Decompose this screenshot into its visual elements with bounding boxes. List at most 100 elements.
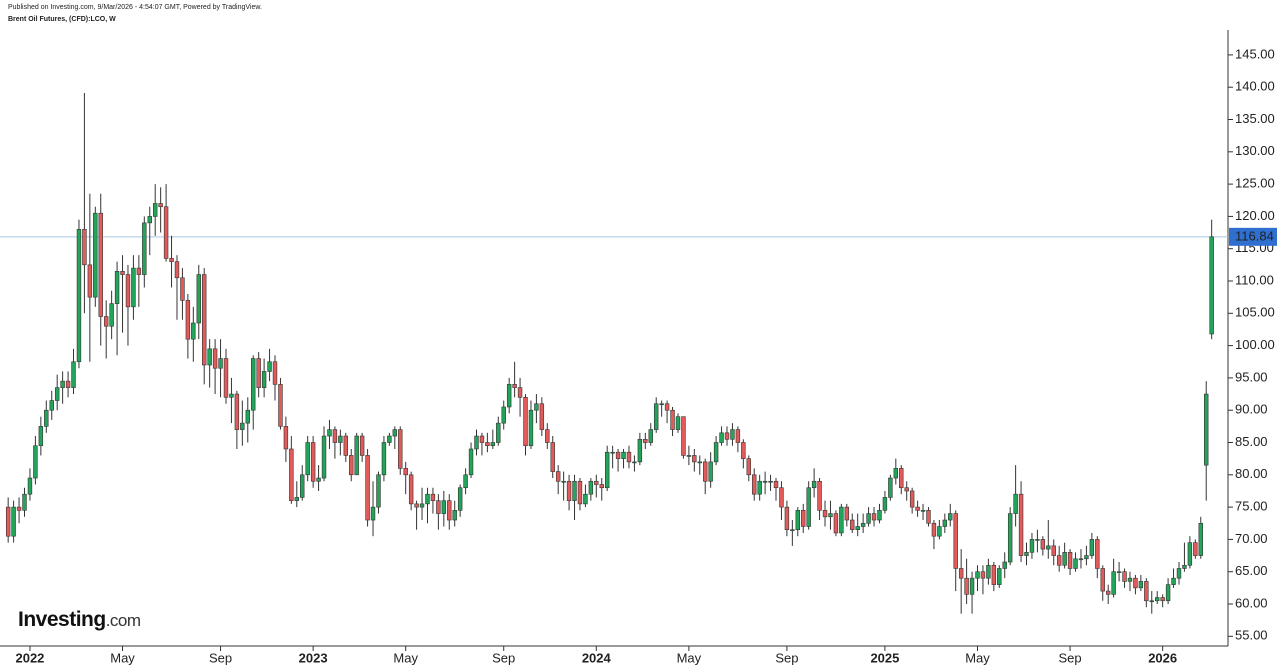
candle-body [1035,539,1040,541]
candle-body [893,468,899,479]
candle-body [1024,552,1029,556]
candle-body [757,480,762,495]
candle-body [261,371,267,388]
candle-body [1111,571,1116,595]
candle-body [65,380,71,388]
candle-body [708,461,713,482]
y-tick-label: 130.00 [1235,143,1275,158]
candle-body [474,435,479,450]
candle-body [506,384,512,408]
candle-body [441,500,447,514]
candle-body [294,497,299,501]
candle-body [795,510,800,531]
candle-body [648,429,653,443]
candle-body [790,529,795,532]
candle-body [1165,584,1171,602]
candle-body [103,316,109,327]
candle-body [523,396,528,447]
candle-body [71,361,76,388]
candle-body [267,361,272,372]
candle-body [1182,564,1187,569]
candle-body [735,429,741,443]
candle-body [27,477,33,495]
candle-body [1116,571,1122,574]
candle-body [218,358,223,369]
candle-body [937,526,942,537]
candle-body [1002,561,1007,569]
candle-body [594,480,599,485]
candle-body [300,474,305,498]
candle-body [784,506,790,531]
candle-body [888,477,893,498]
candle-body [163,206,169,259]
candle-body [131,267,136,308]
candle-body [496,422,501,443]
candle-body [82,229,87,266]
candle-body [452,510,457,521]
candle-body [931,522,937,537]
candle-body [904,487,909,492]
candle-body [664,403,670,411]
candle-body [1084,555,1089,560]
candle-body [866,513,871,524]
y-tick-label: 125.00 [1235,176,1275,191]
candle-body [114,271,120,304]
candle-body [1127,577,1133,582]
candle-body [272,361,278,385]
candle-body [604,451,610,489]
candle-body [833,513,839,534]
candle-body [1105,590,1111,595]
candle-body [485,442,490,447]
candle-body [44,409,49,427]
candle-body [539,403,545,430]
candle-body [991,564,997,585]
published-note: Published on Investing.com, 9/Mar/2026 -… [8,4,262,11]
candle-body [686,455,692,457]
candle-body [54,387,60,401]
candle-body [762,480,768,483]
candle-body [948,513,953,521]
candle-body [425,493,430,505]
candle-body [316,477,321,482]
candle-body [359,435,365,456]
x-tick-label: Sep [775,650,798,665]
candle-body [1198,522,1203,556]
candle-body [626,451,632,463]
candle-body [1040,539,1046,550]
logo-suffix: .com [105,611,141,630]
candle-body [1155,597,1160,602]
y-tick-label: 65.00 [1235,563,1268,578]
candle-body [806,487,811,527]
candle-body [1171,577,1176,585]
candle-body [1133,577,1138,589]
candle-body [468,448,474,476]
candle-body [855,526,860,531]
candle-body [202,274,207,366]
candle-body [643,438,648,443]
candle-body [1160,597,1165,602]
candle-body [392,429,398,437]
candle-body [572,480,577,501]
candle-body [1149,600,1154,603]
candle-body [741,442,746,459]
y-tick-label: 140.00 [1235,79,1275,94]
candle-body [1067,552,1073,569]
candle-body [1007,513,1013,563]
candle-body [180,277,185,301]
x-tick-label: May [965,650,990,665]
candle-body [1187,542,1193,566]
y-tick-label: 85.00 [1235,434,1268,449]
candle-body [871,513,877,521]
candle-body [398,429,403,469]
candle-body [1100,568,1105,592]
candle-body [501,406,506,424]
x-tick-label: Sep [1059,650,1082,665]
y-tick-label: 75.00 [1235,499,1268,514]
candle-body [534,403,539,411]
candle-body [1138,581,1144,589]
candle-body [877,510,882,521]
price-label-bg [1229,227,1277,246]
candle-body [1056,555,1062,566]
candle-body [860,522,866,527]
